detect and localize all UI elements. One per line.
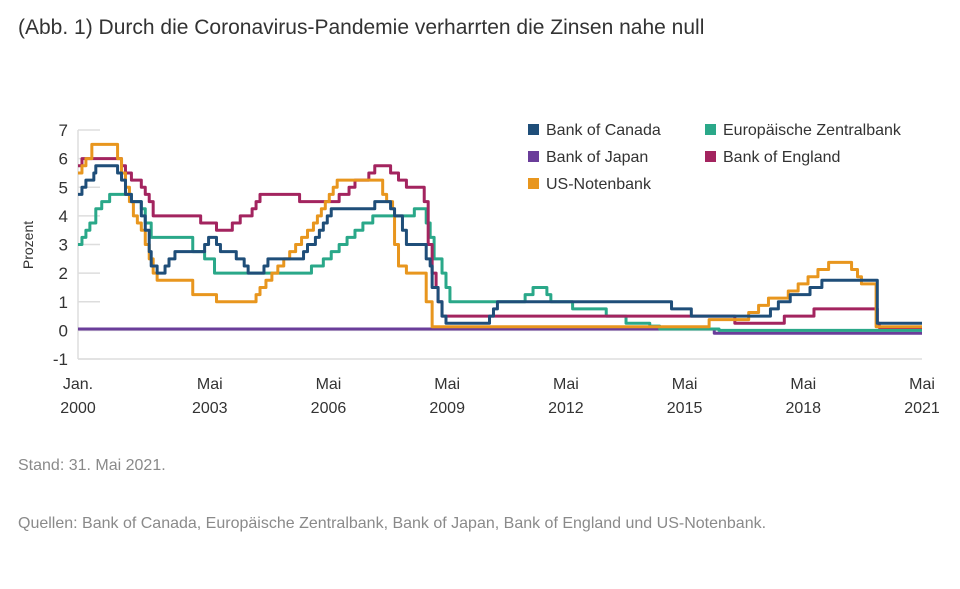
x-tick-label: 2015 (667, 400, 703, 417)
y-tick-label: 7 (59, 121, 68, 140)
x-tick-label: 2000 (60, 400, 96, 417)
series-line-bank-of-japan (78, 327, 922, 335)
line-chart: -1 0 1 2 3 4 5 6 7 Jan. 2000 Mai 2003 Mai 2006 Mai 2009… (20, 121, 940, 417)
y-axis-label: Prozent (20, 221, 36, 269)
x-tick-label: 2009 (429, 400, 465, 417)
x-tick-label: 2021 (904, 400, 940, 417)
y-tick-label: 3 (59, 236, 68, 255)
chart-title: (Abb. 1) Durch die Coronavirus-Pandemie … (18, 16, 705, 39)
legend-label: Bank of Japan (546, 149, 648, 166)
x-tick-label: 2003 (192, 400, 228, 417)
legend-swatch (528, 178, 539, 189)
x-tick-label: Mai (434, 376, 460, 393)
legend-label: Bank of Canada (546, 122, 661, 139)
legend-swatch (705, 151, 716, 162)
legend-swatch (705, 124, 716, 135)
stand-note: Stand: 31. Mai 2021. (18, 457, 166, 474)
y-tick-label: 0 (59, 321, 68, 340)
sources-note: Quellen: Bank of Canada, Europäische Zen… (18, 515, 767, 532)
y-tick-label: 2 (59, 264, 68, 283)
x-tick-label: Mai (909, 376, 935, 393)
y-tick-label: 4 (59, 207, 68, 226)
x-tick-label: 2018 (785, 400, 821, 417)
y-axis: -1 0 1 2 3 4 5 6 7 (53, 121, 68, 369)
x-tick-label: Mai (316, 376, 342, 393)
legend-swatch (528, 124, 539, 135)
series-lines (78, 142, 922, 335)
x-tick-label: Mai (197, 376, 223, 393)
x-tick-label: 2006 (311, 400, 347, 417)
series-line-us-notenbank (78, 142, 922, 329)
y-tick-label: -1 (53, 350, 68, 369)
legend: Bank of Canada Europäische Zentralbank Ban… (528, 122, 902, 193)
series-line-europ-ische-zentralbank (78, 192, 922, 332)
y-tick-label: 6 (59, 150, 68, 169)
x-tick-label: Jan. (63, 376, 93, 393)
x-axis: Jan. 2000 Mai 2003 Mai 2006 Mai 2009 Mai 2012 Mai 2… (60, 376, 940, 417)
y-tick-label: 1 (59, 293, 68, 312)
x-tick-label: Mai (553, 376, 579, 393)
x-tick-label: Mai (790, 376, 816, 393)
x-tick-label: Mai (672, 376, 698, 393)
legend-label: US-Notenbank (546, 176, 652, 193)
x-tick-label: 2012 (548, 400, 584, 417)
legend-label: Bank of England (723, 149, 840, 166)
legend-swatch (528, 151, 539, 162)
legend-label: Europäische Zentralbank (723, 122, 902, 139)
y-tick-label: 5 (59, 178, 68, 197)
series-line-bank-of-canada (78, 164, 922, 325)
